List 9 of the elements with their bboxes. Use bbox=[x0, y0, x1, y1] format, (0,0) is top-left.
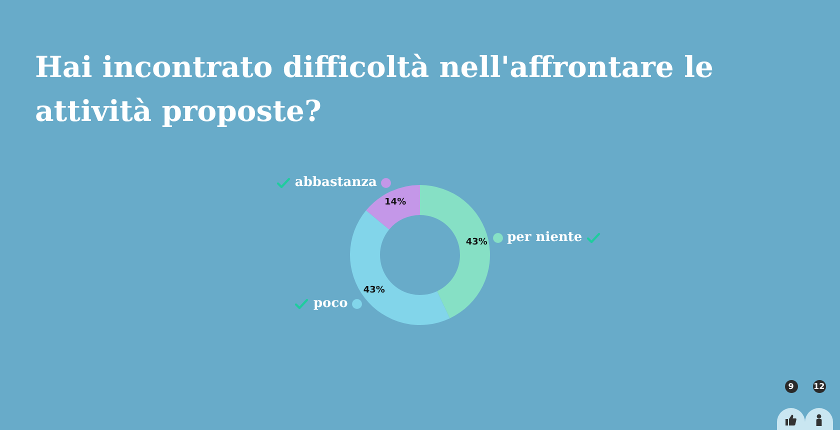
legend-label: per niente bbox=[506, 230, 584, 246]
text: 9 bbox=[784, 380, 798, 393]
slice-label: abbastanza bbox=[294, 174, 378, 191]
chart-title: Hai incontrato difficoltà nell'affrontare le attività proposte? bbox=[35, 50, 724, 128]
slice-label: poco bbox=[312, 296, 349, 312]
data-label: 14% bbox=[384, 198, 406, 208]
data-label: 43% bbox=[466, 237, 488, 248]
data-label: 43% bbox=[363, 286, 385, 296]
text: 12 bbox=[812, 380, 826, 393]
